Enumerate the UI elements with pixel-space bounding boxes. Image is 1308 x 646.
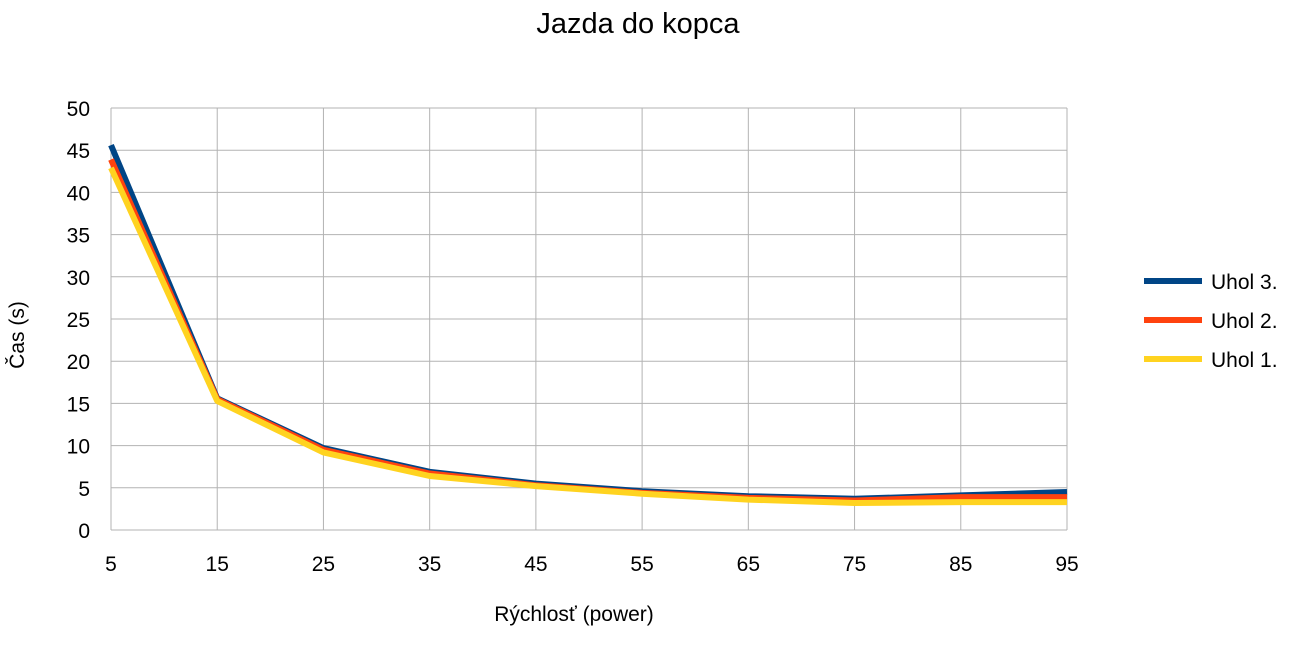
y-tick-label: 25 — [67, 309, 90, 332]
x-axis-label: Rýchlosť (power) — [494, 603, 654, 626]
x-tick-label: 65 — [737, 553, 760, 576]
y-tick-label: 10 — [67, 436, 90, 459]
y-tick-label: 45 — [67, 140, 90, 163]
series-line-3 — [108, 166, 1067, 506]
legend: Uhol 3. Uhol 2. Uhol 1. — [1144, 271, 1278, 372]
y-tick-label: 40 — [67, 182, 90, 205]
y-axis-ticks: 0 5 10 15 20 25 30 35 40 45 50 — [67, 98, 90, 543]
x-tick-label: 5 — [105, 553, 117, 576]
series-line-2 — [108, 158, 1067, 504]
series-lines — [108, 143, 1068, 506]
y-tick-label: 20 — [67, 351, 90, 374]
x-tick-label: 75 — [843, 553, 866, 576]
x-tick-label: 85 — [949, 553, 972, 576]
y-tick-label: 5 — [78, 478, 90, 501]
legend-label: Uhol 3. — [1211, 271, 1278, 294]
y-tick-label: 15 — [67, 393, 90, 416]
y-tick-label: 35 — [67, 225, 90, 248]
y-axis-label: Čas (s) — [6, 301, 29, 369]
y-tick-label: 50 — [67, 98, 90, 121]
chart-title: Jazda do kopca — [536, 8, 740, 40]
y-tick-label: 0 — [78, 520, 90, 543]
x-tick-label: 95 — [1055, 553, 1078, 576]
x-tick-label: 35 — [418, 553, 441, 576]
x-tick-label: 15 — [206, 553, 229, 576]
grid — [110, 107, 1068, 531]
x-tick-label: 55 — [630, 553, 653, 576]
x-tick-label: 25 — [312, 553, 335, 576]
legend-label: Uhol 1. — [1211, 349, 1278, 372]
legend-label: Uhol 2. — [1211, 310, 1278, 333]
x-axis-ticks: 5 15 25 35 45 55 65 75 85 95 — [105, 553, 1079, 576]
x-tick-label: 45 — [524, 553, 547, 576]
y-tick-label: 30 — [67, 267, 90, 290]
